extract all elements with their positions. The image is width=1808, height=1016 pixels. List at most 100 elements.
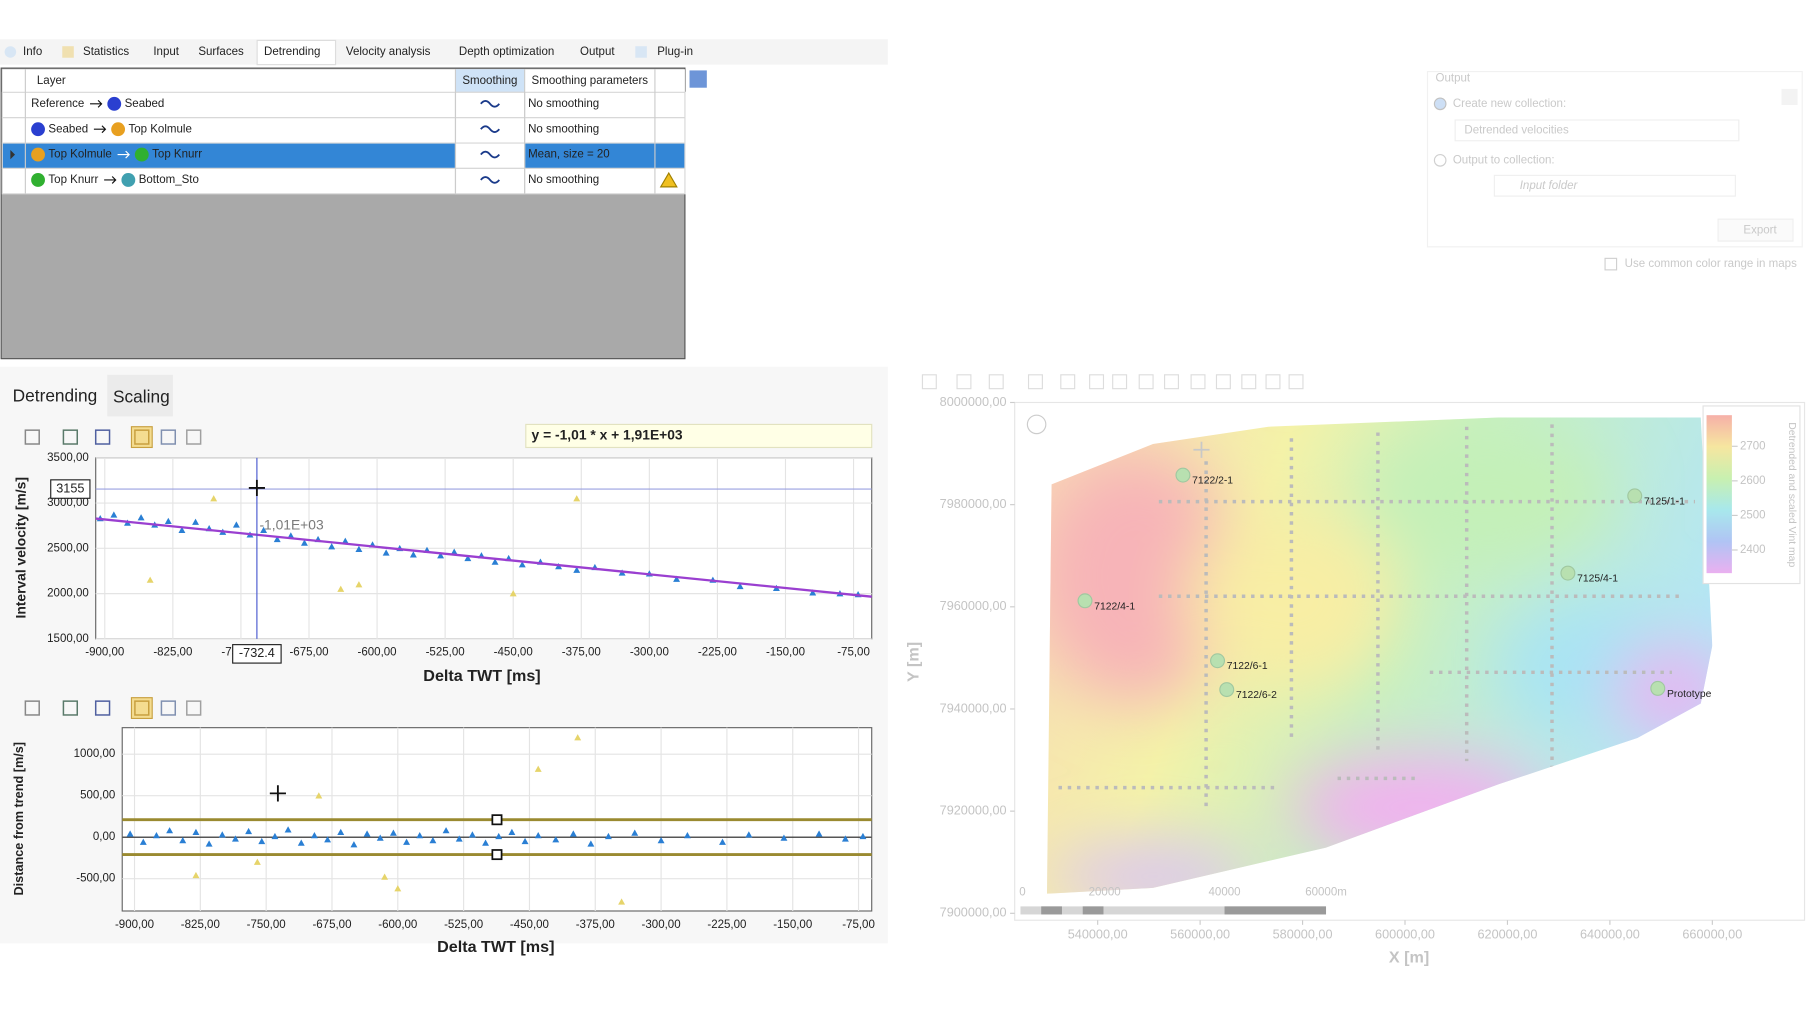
tab[interactable]: Plug-in [657, 46, 693, 58]
band-handle[interactable] [491, 814, 503, 826]
group-title: Output [1436, 73, 1471, 85]
tab-icon [4, 46, 17, 58]
map-tool[interactable] [988, 374, 1004, 390]
x-tick-label: -150,00 [773, 919, 812, 931]
x-tick-label: -75,00 [837, 647, 870, 659]
tool-button[interactable] [186, 429, 202, 445]
map-tool[interactable] [1138, 374, 1154, 390]
legend-tick-label: 2600 [1740, 475, 1766, 487]
data-point [337, 585, 345, 592]
well[interactable] [1219, 682, 1235, 698]
tab[interactable]: Statistics [83, 46, 129, 58]
map-tool[interactable] [1164, 374, 1180, 390]
tool-active[interactable] [130, 697, 153, 720]
panel-icon[interactable] [1781, 88, 1798, 106]
layer-from: Seabed [48, 123, 88, 135]
dropdown-text: Input folder [1520, 180, 1579, 192]
text-field[interactable] [1454, 119, 1740, 142]
radio[interactable] [1433, 97, 1447, 111]
tab[interactable]: Info [23, 46, 42, 58]
tool-button[interactable] [94, 700, 111, 716]
x-tick-label: -525,00 [426, 647, 465, 659]
checkbox[interactable] [1604, 257, 1618, 271]
tab[interactable]: Input [153, 46, 179, 58]
subtab[interactable]: Scaling [113, 386, 170, 406]
layer-to: Top Kolmule [128, 123, 191, 135]
checkbox-label[interactable]: Use common color range in maps [1625, 258, 1797, 270]
tool-button[interactable] [160, 700, 177, 716]
map-tool[interactable] [1288, 374, 1304, 390]
map-tool[interactable] [1241, 374, 1257, 390]
layer-icon [111, 122, 126, 137]
map-tool[interactable] [1112, 374, 1128, 390]
tool-button[interactable] [24, 429, 40, 445]
tool-button[interactable] [24, 700, 40, 716]
tab[interactable]: Output [580, 46, 615, 58]
data-point [683, 832, 691, 839]
smoothing-icon[interactable] [480, 150, 500, 159]
smoothing-icon[interactable] [480, 100, 500, 108]
button-label[interactable]: Export [1743, 225, 1777, 237]
tab[interactable]: Detrending [264, 46, 320, 58]
scale-label: 60000m [1305, 887, 1347, 899]
subtab-bg[interactable] [107, 374, 173, 417]
well[interactable] [1650, 680, 1666, 696]
tab[interactable]: Velocity analysis [346, 46, 431, 58]
tool-button[interactable] [62, 700, 79, 716]
table-row[interactable] [1, 142, 686, 170]
smoothing-icon[interactable] [480, 125, 500, 134]
dropdown[interactable] [1493, 174, 1736, 197]
data-point [205, 840, 213, 847]
tab[interactable]: Surfaces [198, 46, 244, 58]
data-point [324, 836, 332, 843]
map-tool[interactable] [1060, 374, 1076, 390]
data-point [409, 551, 417, 558]
tool-button[interactable] [134, 429, 150, 445]
tool-button[interactable] [134, 700, 150, 716]
help-icon[interactable] [689, 70, 707, 88]
data-point [382, 549, 390, 556]
data-point [468, 831, 476, 838]
tool-button[interactable] [94, 429, 111, 445]
smoothing-params: No smoothing [528, 98, 599, 110]
data-point [618, 898, 626, 905]
map-tool[interactable] [1027, 374, 1043, 390]
data-point [152, 832, 160, 839]
map-tool[interactable] [1265, 374, 1281, 390]
well-label: 7122/6-1 [1227, 661, 1268, 672]
layer-to: Seabed [125, 98, 165, 110]
tool-button[interactable] [62, 429, 79, 445]
button[interactable] [1717, 218, 1794, 242]
map-tool[interactable] [1190, 374, 1206, 390]
data-point [657, 837, 665, 844]
well[interactable] [1077, 593, 1093, 609]
map-tool[interactable] [921, 374, 937, 390]
table-row[interactable] [1, 167, 686, 195]
scale-bar-segment [1082, 906, 1104, 915]
data-point [534, 832, 542, 839]
well[interactable] [1627, 488, 1643, 504]
tab-active[interactable] [256, 39, 337, 66]
map-tool[interactable] [1089, 374, 1105, 390]
subtab[interactable]: Detrending [13, 385, 98, 405]
well[interactable] [1175, 467, 1191, 483]
smoothing-params: No smoothing [528, 123, 599, 135]
well[interactable] [1560, 565, 1576, 581]
well[interactable] [1210, 653, 1226, 669]
map-tool[interactable] [956, 374, 972, 390]
radio-label[interactable]: Create new collection: [1453, 98, 1566, 110]
data-point [253, 858, 261, 865]
y-tick-label: 500,00 [80, 790, 115, 802]
data-point [297, 839, 305, 846]
radio[interactable] [1433, 154, 1447, 167]
scale-bar [1020, 906, 1327, 915]
band-handle[interactable] [491, 849, 503, 861]
tool-button[interactable] [160, 429, 177, 445]
crosshair [269, 785, 286, 802]
map-tool[interactable] [1215, 374, 1231, 390]
smoothing-icon[interactable] [480, 176, 500, 184]
tool-button[interactable] [186, 700, 202, 716]
tool-active[interactable] [130, 426, 153, 449]
radio-label[interactable]: Output to collection: [1453, 154, 1555, 166]
tab[interactable]: Depth optimization [459, 46, 554, 58]
